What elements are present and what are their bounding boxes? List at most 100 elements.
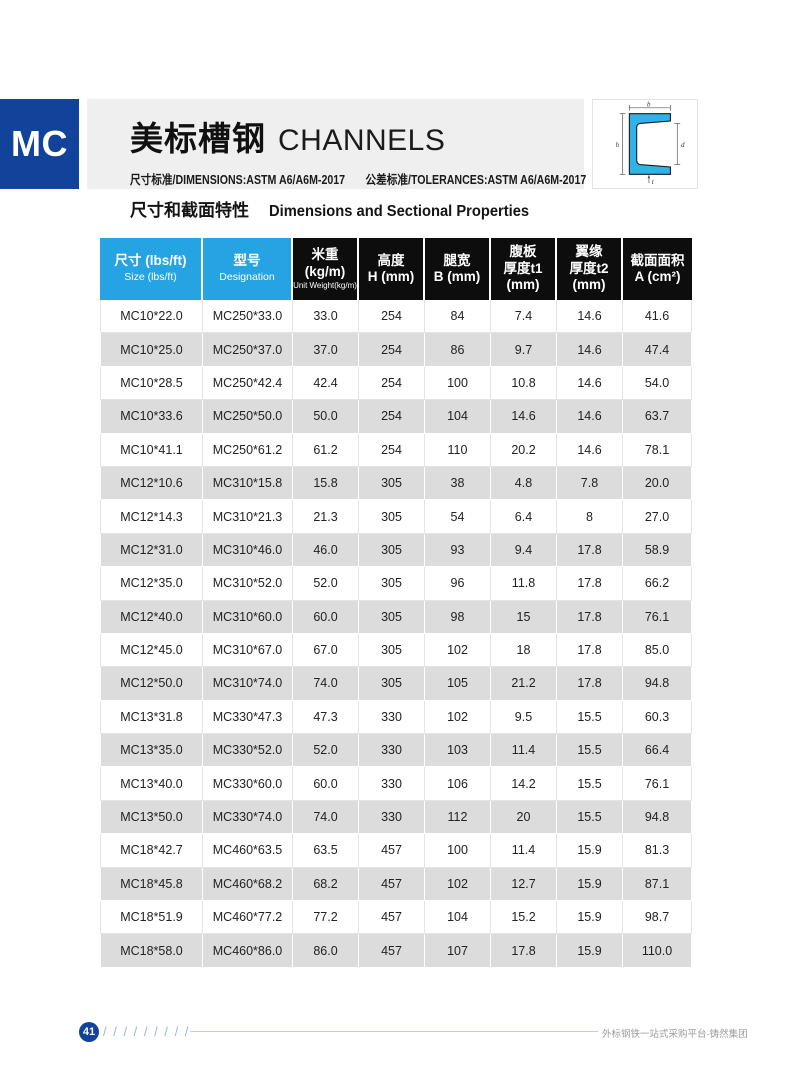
cell-flange-thickness: 17.8: [557, 567, 623, 601]
table-row: MC18*58.0 MC460*86.0 86.0 457 107 17.8 15.9 110…: [100, 934, 692, 968]
cell-flange-thickness: 17.8: [557, 600, 623, 634]
table-row: MC12*40.0 MC310*60.0 60.0 305 98 15 17.8 76.1: [100, 600, 692, 634]
cell-flange-thickness: 15.5: [557, 767, 623, 801]
cell-flange-thickness: 14.6: [557, 366, 623, 401]
cell-size: MC13*40.0: [100, 767, 203, 801]
channel-section-diagram: b h d t: [592, 99, 698, 189]
cell-section-area: 76.1: [623, 600, 692, 634]
cell-web-thickness: 20.2: [491, 433, 557, 467]
cell-flange-thickness: 17.8: [557, 533, 623, 568]
cell-unit-weight: 77.2: [293, 901, 359, 935]
table-row: MC10*25.0 MC250*37.0 37.0 254 86 9.7 14.6 47.4: [100, 333, 692, 367]
cell-designation: MC310*15.8: [203, 466, 293, 501]
table-row: MC13*50.0 MC330*74.0 74.0 330 112 20 15.5 94.8: [100, 800, 692, 835]
cell-web-thickness: 6.4: [491, 500, 557, 534]
cell-size: MC18*51.9: [100, 901, 203, 935]
cell-height: 305: [359, 533, 425, 568]
table-row: MC12*45.0 MC310*67.0 67.0 305 102 18 17.8 85.0: [100, 633, 692, 668]
cell-leg-width: 86: [425, 333, 491, 367]
page-title-zh: 美标槽钢: [130, 120, 266, 157]
dim-label-b: b: [647, 101, 651, 108]
table-row: MC12*31.0 MC310*46.0 46.0 305 93 9.4 17.8 58.9: [100, 533, 692, 568]
series-badge: MC: [0, 99, 79, 189]
cell-designation: MC250*37.0: [203, 333, 293, 367]
cell-section-area: 87.1: [623, 867, 692, 902]
cell-height: 305: [359, 633, 425, 668]
cell-size: MC18*58.0: [100, 934, 203, 968]
cell-flange-thickness: 14.6: [557, 400, 623, 434]
cell-flange-thickness: 17.8: [557, 633, 623, 668]
cell-height: 305: [359, 500, 425, 534]
table-row: MC10*22.0 MC250*33.0 33.0 254 84 7.4 14.6 41.6: [100, 300, 692, 334]
cell-web-thickness: 7.4: [491, 300, 557, 334]
cell-size: MC13*50.0: [100, 800, 203, 835]
cell-height: 330: [359, 800, 425, 835]
cell-designation: MC330*52.0: [203, 734, 293, 768]
cell-leg-width: 106: [425, 767, 491, 801]
spec-table: 尺寸 (lbs/ft) Size (lbs/ft) 型号 Designation 米重(…: [100, 238, 692, 968]
cell-unit-weight: 50.0: [293, 400, 359, 434]
cell-web-thickness: 21.2: [491, 667, 557, 701]
cell-section-area: 94.8: [623, 667, 692, 701]
cell-size: MC12*31.0: [100, 533, 203, 568]
footer-divider-line: [190, 1031, 598, 1032]
table-row: MC18*51.9 MC460*77.2 77.2 457 104 15.2 15.9 98.…: [100, 901, 692, 935]
cell-web-thickness: 15.2: [491, 901, 557, 935]
cell-size: MC12*35.0: [100, 567, 203, 601]
cell-web-thickness: 10.8: [491, 366, 557, 401]
cell-size: MC10*28.5: [100, 366, 203, 401]
cell-size: MC13*31.8: [100, 700, 203, 735]
cell-height: 457: [359, 834, 425, 868]
cell-height: 330: [359, 734, 425, 768]
cell-section-area: 27.0: [623, 500, 692, 534]
cell-section-area: 20.0: [623, 466, 692, 501]
cell-flange-thickness: 14.6: [557, 333, 623, 367]
cell-web-thickness: 17.8: [491, 934, 557, 968]
cell-designation: MC310*60.0: [203, 600, 293, 634]
page-number-badge: 41: [79, 1022, 99, 1042]
cell-web-thickness: 4.8: [491, 466, 557, 501]
table-row: MC10*41.1 MC250*61.2 61.2 254 110 20.2 14.6 78.…: [100, 433, 692, 467]
table-row: MC13*31.8 MC330*47.3 47.3 330 102 9.5 15.5 60.3: [100, 700, 692, 735]
cell-unit-weight: 33.0: [293, 300, 359, 334]
cell-designation: MC310*46.0: [203, 533, 293, 568]
cell-unit-weight: 68.2: [293, 867, 359, 902]
cell-size: MC10*25.0: [100, 333, 203, 367]
cell-section-area: 94.8: [623, 800, 692, 835]
cell-height: 457: [359, 934, 425, 968]
cell-unit-weight: 15.8: [293, 466, 359, 501]
cell-section-area: 47.4: [623, 333, 692, 367]
standards-line: 尺寸标准/DIMENSIONS:ASTM A6/A6M-2017 公差标准/TO…: [130, 169, 586, 188]
cell-unit-weight: 74.0: [293, 667, 359, 701]
cell-size: MC12*40.0: [100, 600, 203, 634]
cell-section-area: 63.7: [623, 400, 692, 434]
cell-flange-thickness: 15.5: [557, 700, 623, 735]
cell-height: 305: [359, 600, 425, 634]
cell-size: MC12*50.0: [100, 667, 203, 701]
cell-flange-thickness: 15.9: [557, 834, 623, 868]
table-row: MC18*42.7 MC460*63.5 63.5 457 100 11.4 15.9 81.…: [100, 834, 692, 868]
table-row: MC10*33.6 MC250*50.0 50.0 254 104 14.6 14.6 63.…: [100, 400, 692, 434]
cell-unit-weight: 74.0: [293, 800, 359, 835]
cell-unit-weight: 52.0: [293, 734, 359, 768]
table-row: MC10*28.5 MC250*42.4 42.4 254 100 10.8 14.6 54.…: [100, 366, 692, 401]
table-header: 尺寸 (lbs/ft) Size (lbs/ft) 型号 Designation 米重(…: [100, 238, 692, 300]
cell-height: 254: [359, 300, 425, 334]
col-header-leg-width: 腿宽 B (mm): [425, 238, 491, 300]
cell-leg-width: 107: [425, 934, 491, 968]
section-heading: 尺寸和截面特性 Dimensions and Sectional Propert…: [130, 196, 552, 221]
cell-web-thickness: 15: [491, 600, 557, 634]
cell-section-area: 54.0: [623, 366, 692, 401]
cell-section-area: 66.2: [623, 567, 692, 601]
cell-web-thickness: 9.5: [491, 700, 557, 735]
cell-designation: MC460*68.2: [203, 867, 293, 902]
cell-height: 254: [359, 400, 425, 434]
cell-flange-thickness: 14.6: [557, 300, 623, 334]
page-title-en: CHANNELS: [278, 124, 446, 157]
cell-flange-thickness: 15.9: [557, 934, 623, 968]
cell-flange-thickness: 14.6: [557, 433, 623, 467]
cell-leg-width: 93: [425, 533, 491, 568]
cell-flange-thickness: 17.8: [557, 667, 623, 701]
cell-size: MC13*35.0: [100, 734, 203, 768]
table-row: MC12*14.3 MC310*21.3 21.3 305 54 6.4 8 27.0: [100, 500, 692, 534]
